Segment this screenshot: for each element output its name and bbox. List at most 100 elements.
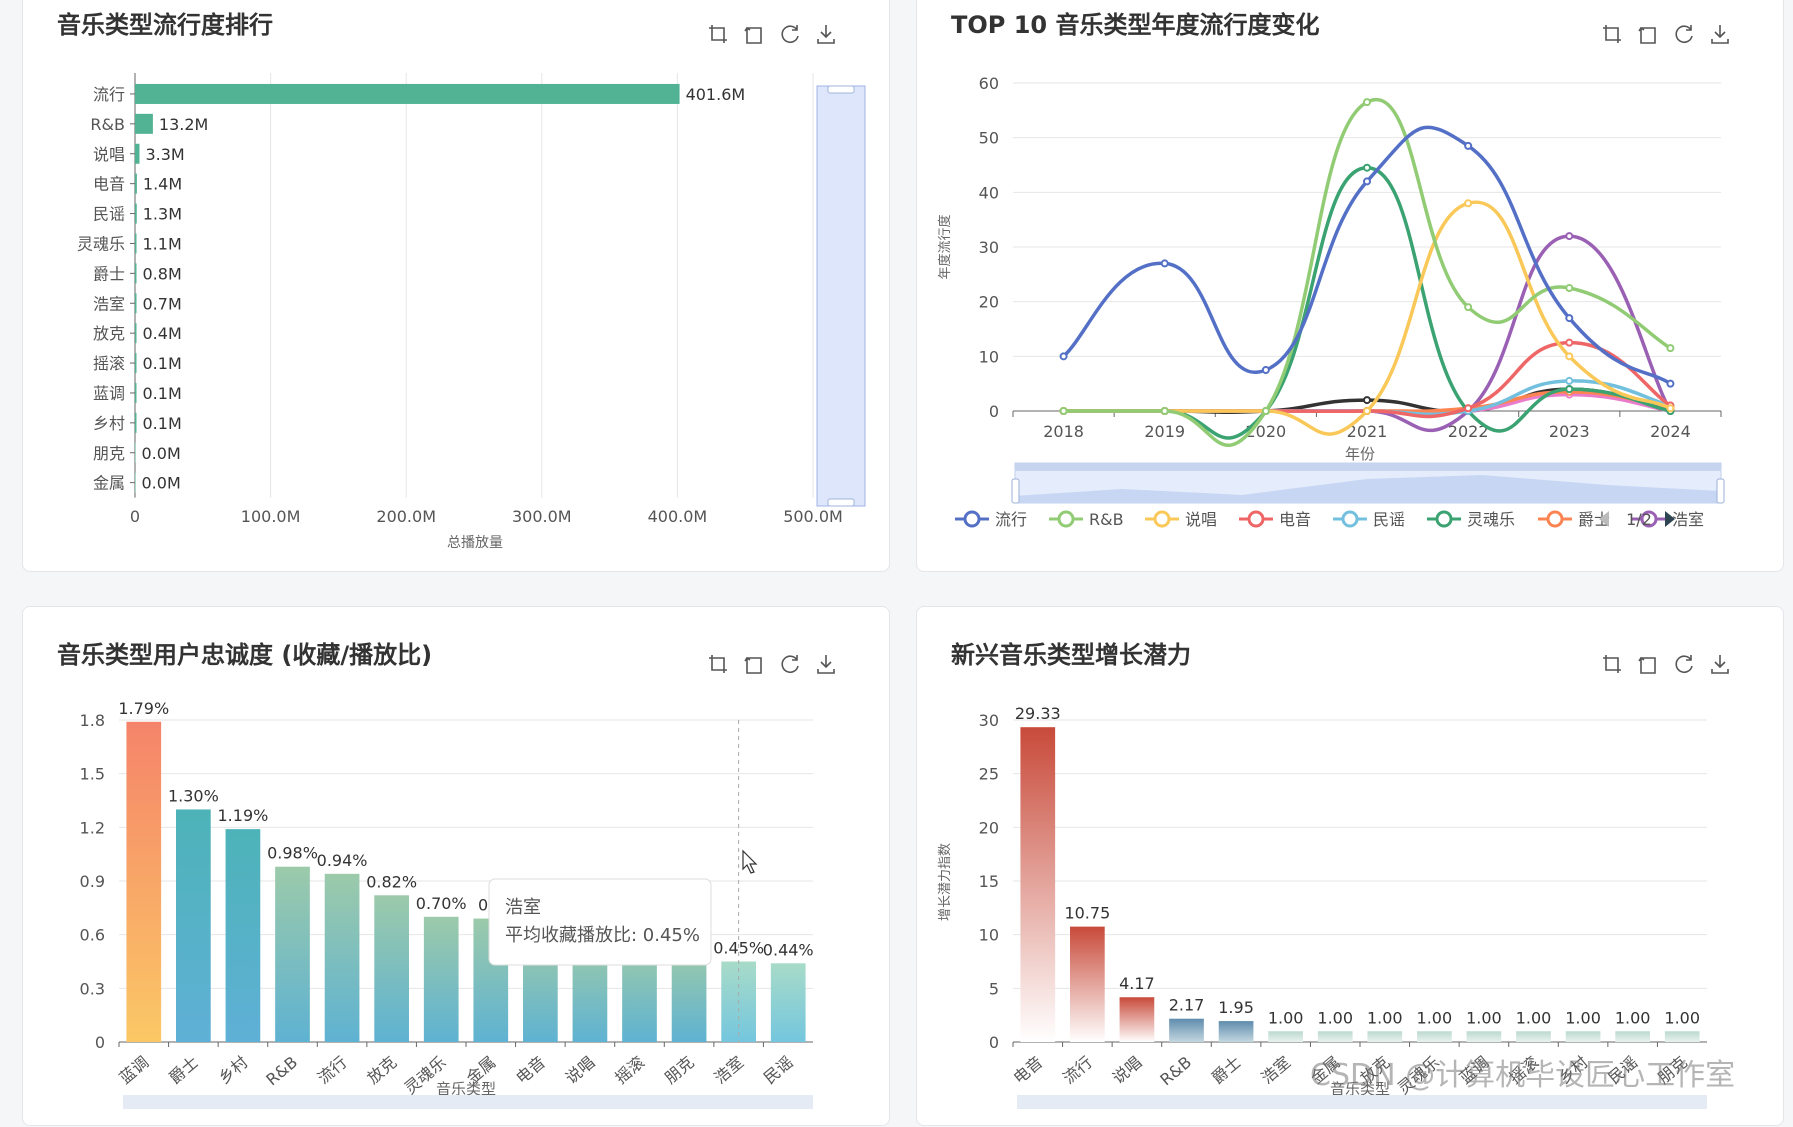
data-point[interactable]: [1059, 407, 1068, 415]
legend-item[interactable]: 浩室: [1632, 510, 1704, 529]
restore-icon[interactable]: [1673, 23, 1695, 45]
bar[interactable]: [1070, 926, 1105, 1042]
bar[interactable]: [135, 412, 137, 433]
bar[interactable]: [324, 873, 360, 1042]
bar[interactable]: [135, 293, 137, 314]
data-point[interactable]: [1565, 338, 1574, 347]
bar[interactable]: [135, 353, 137, 374]
data-point[interactable]: [1261, 366, 1270, 374]
bar[interactable]: [135, 143, 140, 164]
data-point[interactable]: [1464, 199, 1473, 208]
data-point[interactable]: [1666, 404, 1675, 413]
bar[interactable]: [1516, 1031, 1551, 1042]
bar[interactable]: [770, 963, 806, 1042]
download-icon[interactable]: [815, 653, 837, 675]
bar[interactable]: [135, 323, 137, 344]
bar[interactable]: [1417, 1031, 1452, 1042]
data-point[interactable]: [1363, 163, 1371, 172]
bar[interactable]: [1218, 1021, 1254, 1042]
data-point[interactable]: [1363, 98, 1371, 107]
data-point[interactable]: [1565, 284, 1574, 292]
data-point[interactable]: [1666, 344, 1675, 353]
data-zoom-track[interactable]: [123, 1095, 813, 1109]
zoom-reset-icon[interactable]: [1637, 23, 1659, 45]
bar[interactable]: [135, 472, 136, 493]
zoom-reset-icon[interactable]: [1637, 653, 1659, 675]
legend-item[interactable]: R&B: [1049, 510, 1124, 529]
data-zoom-track[interactable]: [1017, 1095, 1707, 1109]
bar[interactable]: [1268, 1031, 1303, 1042]
zoom-handle-right[interactable]: [1716, 478, 1725, 504]
bar[interactable]: [176, 809, 211, 1042]
data-point[interactable]: [1160, 407, 1169, 415]
bar[interactable]: [1664, 1031, 1700, 1042]
data-zoom-slider[interactable]: [1011, 462, 1725, 504]
bar[interactable]: [135, 83, 680, 104]
legend-item[interactable]: 电音: [1239, 510, 1311, 529]
bar[interactable]: [1020, 727, 1056, 1042]
bar[interactable]: [1367, 1031, 1403, 1042]
zoom-reset-icon[interactable]: [743, 23, 765, 45]
restore-icon[interactable]: [1673, 653, 1695, 675]
download-icon[interactable]: [1709, 653, 1731, 675]
bar[interactable]: [135, 382, 137, 403]
bar[interactable]: [135, 113, 153, 134]
legend-item[interactable]: 说唱: [1145, 510, 1217, 529]
data-point[interactable]: [1363, 396, 1371, 405]
zoom-reset-icon[interactable]: [743, 653, 765, 675]
y-tick-label: 20: [979, 293, 999, 312]
data-point[interactable]: [1464, 404, 1473, 413]
legend-prev-icon[interactable]: [1599, 511, 1609, 527]
data-point[interactable]: [1261, 407, 1270, 415]
zoom-handle-top[interactable]: [827, 85, 855, 94]
data-point[interactable]: [1363, 177, 1371, 186]
series-line[interactable]: [1063, 200, 1672, 436]
bar[interactable]: [374, 895, 409, 1042]
download-icon[interactable]: [1709, 23, 1731, 45]
legend-next-icon[interactable]: [1665, 511, 1675, 527]
data-point[interactable]: [1464, 141, 1473, 150]
bar[interactable]: [135, 442, 136, 463]
bar[interactable]: [671, 950, 707, 1042]
bar[interactable]: [225, 829, 261, 1042]
data-point[interactable]: [1565, 385, 1574, 394]
zoom-handle-left[interactable]: [1011, 478, 1020, 504]
data-zoom-slider[interactable]: [816, 85, 866, 507]
legend-item[interactable]: 爵士: [1538, 510, 1610, 529]
zoom-icon[interactable]: [707, 23, 729, 45]
bar[interactable]: [126, 721, 162, 1042]
zoom-icon[interactable]: [1601, 23, 1623, 45]
bar[interactable]: [135, 173, 137, 194]
restore-icon[interactable]: [779, 23, 801, 45]
bar[interactable]: [1565, 1031, 1601, 1042]
data-point[interactable]: [1363, 407, 1371, 415]
restore-icon[interactable]: [779, 653, 801, 675]
legend-item[interactable]: 灵魂乐: [1427, 510, 1515, 529]
data-point[interactable]: [1565, 314, 1574, 323]
bar[interactable]: [1317, 1031, 1353, 1042]
bar[interactable]: [135, 263, 137, 284]
zoom-icon[interactable]: [1601, 653, 1623, 675]
data-point[interactable]: [1059, 352, 1068, 361]
data-point[interactable]: [1160, 259, 1169, 268]
data-point[interactable]: [1464, 303, 1473, 312]
zoom-icon[interactable]: [707, 653, 729, 675]
data-point[interactable]: [1565, 376, 1574, 385]
bar[interactable]: [135, 203, 137, 224]
bar[interactable]: [1615, 1031, 1650, 1042]
zoom-window[interactable]: [816, 85, 866, 507]
legend-item[interactable]: 民谣: [1333, 510, 1405, 529]
bar[interactable]: [1466, 1031, 1502, 1042]
bar[interactable]: [1169, 1018, 1204, 1042]
legend-item[interactable]: 流行: [955, 510, 1027, 529]
zoom-window[interactable]: [1015, 463, 1721, 471]
data-point[interactable]: [1565, 232, 1574, 241]
bar[interactable]: [1119, 997, 1155, 1042]
bar[interactable]: [275, 866, 310, 1042]
bar[interactable]: [423, 916, 459, 1042]
zoom-handle-bottom[interactable]: [827, 498, 855, 507]
data-point[interactable]: [1565, 352, 1574, 361]
download-icon[interactable]: [815, 23, 837, 45]
bar[interactable]: [135, 233, 137, 254]
data-point[interactable]: [1666, 379, 1675, 388]
